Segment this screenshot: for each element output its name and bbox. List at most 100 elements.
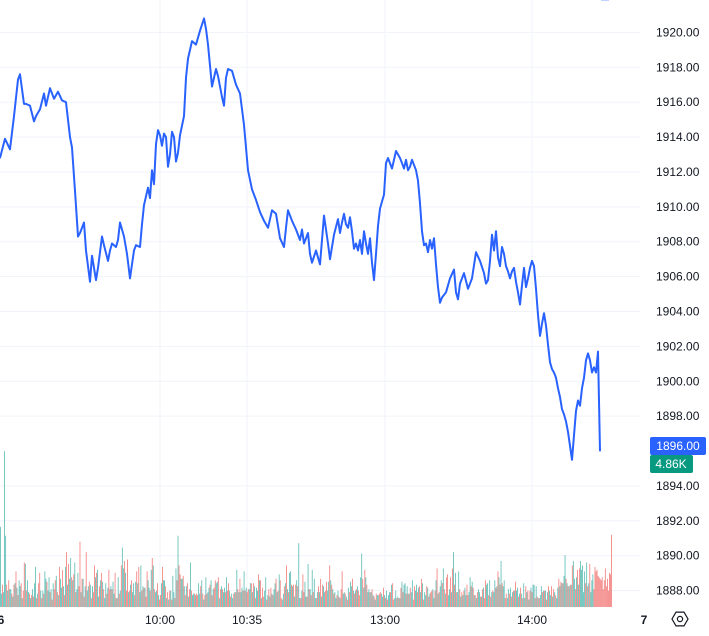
volume-bar (415, 590, 416, 607)
volume-bar (496, 586, 498, 607)
price-point (225, 77, 227, 79)
price-point (517, 291, 519, 293)
last-price-badge: 1896.00 (650, 437, 706, 455)
volume-bar (193, 593, 194, 607)
volume-bar (228, 583, 229, 607)
price-point (179, 134, 181, 136)
volume-bar (146, 571, 148, 607)
volume-bar (575, 589, 576, 607)
price-point (453, 269, 455, 271)
price-point (65, 101, 67, 103)
volume-bar (260, 580, 261, 607)
price-point (159, 134, 161, 136)
volume-bar (339, 598, 341, 607)
price-point (301, 228, 303, 231)
volume-bar (543, 590, 544, 607)
y-tick-label: 1906.00 (656, 270, 700, 284)
volume-bar (134, 595, 136, 607)
volume-bar (276, 592, 278, 607)
volume-bar (41, 598, 43, 607)
volume-bar (449, 589, 450, 607)
volume-bar (594, 566, 596, 607)
volume-bar (598, 577, 600, 607)
volume-bar (3, 592, 4, 607)
volume-bar (92, 586, 93, 607)
volume-bar (414, 586, 415, 607)
volume-bar (79, 541, 81, 607)
volume-bar (35, 566, 36, 607)
volume-bar (74, 562, 76, 607)
x-axis: 6 10:00 10:35 13:00 14:00 7 (0, 613, 648, 627)
volume-bar (460, 596, 462, 607)
volume-bar (206, 593, 208, 607)
volume-bar (463, 590, 465, 607)
volume-bar (331, 584, 333, 607)
volume-bar (433, 598, 435, 607)
volume-bar (154, 592, 156, 607)
price-point (161, 145, 163, 147)
volume-bar (240, 592, 242, 607)
price-point (247, 169, 249, 171)
volume-bar (332, 589, 334, 607)
volume-bar (403, 584, 405, 607)
volume-bar (507, 589, 509, 607)
volume-bar (586, 562, 588, 607)
volume-bar (536, 596, 538, 607)
volume-bar (131, 580, 132, 607)
volume-bar (424, 592, 426, 607)
y-axis: 1920.00 1918.00 1916.00 1914.00 1912.00 1910.… (656, 25, 700, 597)
volume-bar (410, 592, 412, 607)
price-point (149, 197, 151, 199)
volume-bar (118, 593, 120, 607)
price-point (53, 98, 55, 100)
volume-bar (480, 596, 481, 607)
price-point (285, 227, 287, 229)
volume-bar (406, 586, 408, 607)
volume-bar (157, 583, 158, 607)
price-point (187, 57, 189, 60)
volume-bar (187, 596, 189, 607)
volume-bar (82, 578, 84, 607)
price-point (599, 450, 601, 452)
volume-bar (342, 593, 344, 607)
price-point (295, 228, 297, 231)
volume-bar (104, 598, 106, 607)
volume-bar (417, 592, 418, 607)
price-point (111, 242, 113, 245)
volume-bar (458, 571, 460, 607)
volume-bar (327, 590, 329, 607)
volume-bar (136, 571, 138, 607)
settings-button[interactable] (671, 611, 689, 627)
volume-bar (299, 598, 301, 607)
volume-bar (585, 583, 587, 607)
volume-bar (378, 593, 380, 607)
volume-bar (377, 595, 379, 607)
volume-bar (236, 569, 238, 607)
volume-bar (160, 595, 161, 607)
gear-icon (671, 611, 689, 627)
volume-bar (201, 580, 203, 607)
volume-bar (485, 580, 486, 607)
x-tick-label: 10:35 (232, 613, 262, 627)
volume-bar (601, 577, 603, 607)
volume-bar (4, 451, 6, 607)
volume-bar (126, 590, 127, 607)
volume-bar (100, 580, 101, 607)
price-point (527, 277, 529, 279)
volume-bar (538, 598, 540, 607)
volume-bar (385, 598, 386, 607)
volume-bar (530, 587, 532, 607)
price-point (35, 115, 37, 117)
volume-bar (550, 595, 551, 607)
volume-bar (294, 596, 296, 607)
volume-bar (251, 592, 253, 607)
price-point (511, 270, 513, 272)
price-point (433, 237, 435, 239)
price-point (167, 166, 169, 168)
volume-bar (214, 580, 216, 607)
volume-bar (179, 574, 181, 607)
volume-bar (561, 583, 563, 607)
price-point (251, 188, 253, 191)
volume-bar (106, 593, 108, 607)
